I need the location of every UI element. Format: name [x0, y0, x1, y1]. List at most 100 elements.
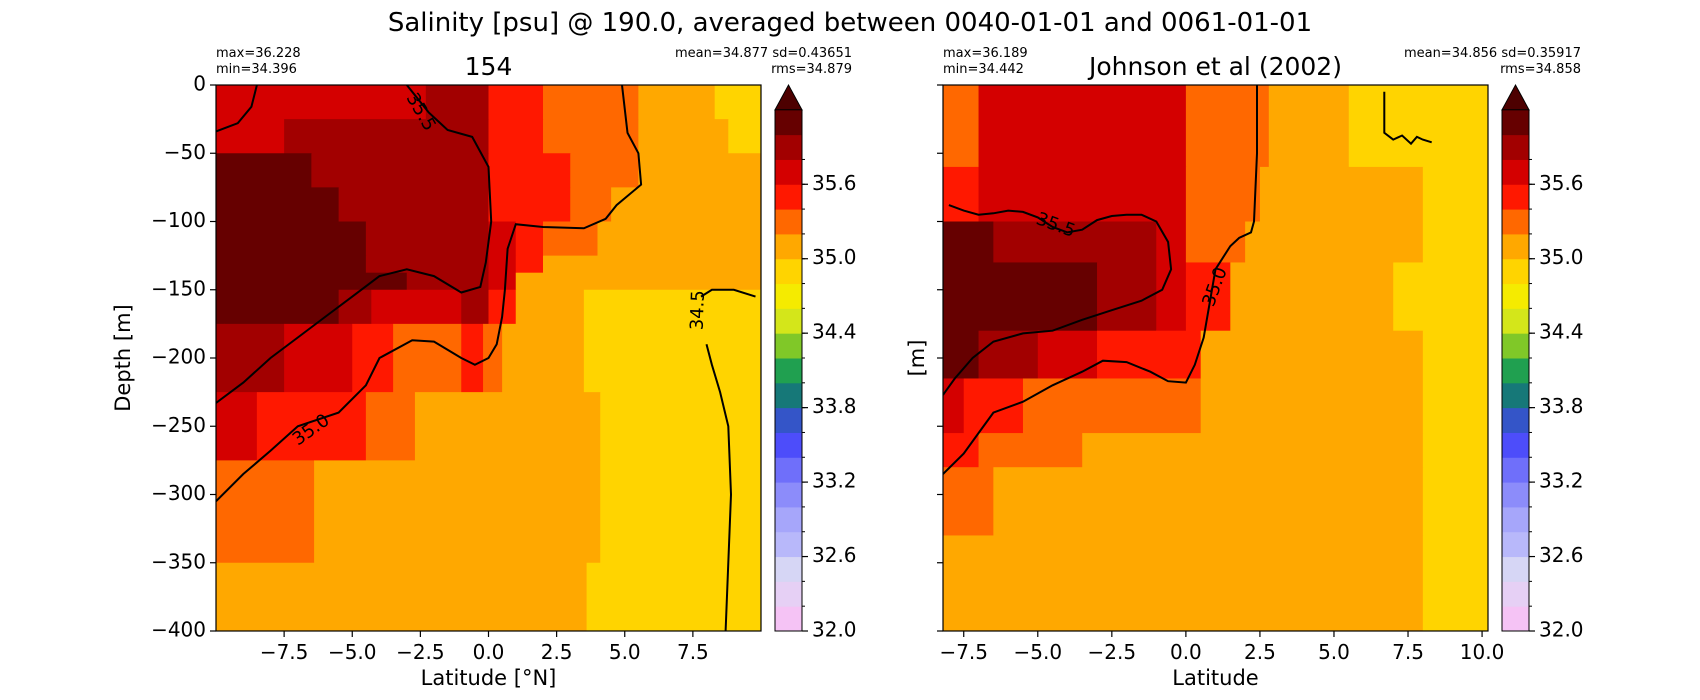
colorbar-frame	[774, 109, 803, 632]
heatmap-cell	[425, 85, 490, 120]
heatmap-cell	[1422, 262, 1488, 332]
heatmap-cell	[943, 85, 980, 168]
x-tick-label: 0.0	[1170, 640, 1202, 664]
heatmap-cell	[1156, 262, 1187, 332]
y-axis-label: [m]	[905, 340, 929, 377]
colorbar-swatch	[1502, 531, 1529, 558]
panel-1-stats-left: max=36.228 min=34.396	[216, 46, 301, 78]
colorbar-tick-label: 33.2	[1539, 469, 1584, 493]
heatmap-cell	[365, 255, 490, 274]
colorbar-swatch	[775, 159, 802, 185]
heatmap-cell	[1097, 330, 1157, 380]
heatmap-cell	[216, 272, 299, 291]
colorbar-tick-label: 32.6	[1539, 543, 1584, 567]
x-tick-label: 5.0	[1318, 640, 1350, 664]
x-axis-label: Latitude [°N]	[421, 666, 557, 690]
contour-line	[216, 85, 643, 503]
x-tick-label: 10.0	[1460, 640, 1505, 664]
colorbar-swatch	[1502, 184, 1529, 210]
x-tick-label: −5.0	[1013, 640, 1062, 664]
heatmap-cell	[1185, 262, 1231, 332]
heatmap-cell	[1022, 166, 1113, 223]
colorbar-swatch	[1502, 432, 1529, 458]
heatmap-cell	[270, 187, 340, 223]
colorbar-swatch	[775, 457, 802, 483]
colorbar-1: 32.0 32.6 33.2 33.8 34.4 35.0 35.6	[774, 83, 857, 642]
x-tick-label: 7.5	[677, 640, 709, 664]
panel-2-stats-left: max=36.189 min=34.442	[943, 46, 1028, 78]
heatmap-cell	[216, 221, 299, 257]
x-tick-label: −5.0	[328, 640, 377, 664]
heatmap-cell	[1422, 330, 1488, 380]
heatmap-cell	[1185, 221, 1246, 264]
colorbar-swatch	[775, 109, 802, 136]
colorbar-swatch	[775, 233, 802, 260]
x-tick-label: −7.5	[939, 640, 988, 664]
heatmap-cell	[583, 323, 761, 393]
x-tick-label: −7.5	[260, 640, 309, 664]
heatmap-cell	[611, 187, 761, 223]
heatmap-cell	[1422, 166, 1488, 223]
colorbar-swatch	[775, 283, 802, 309]
colorbar-swatch	[1502, 109, 1529, 136]
heatmap-cell	[1393, 221, 1424, 264]
colorbar-swatch	[1502, 333, 1529, 359]
colorbar-tick-label: 32.0	[1539, 618, 1584, 642]
heatmap-cell	[638, 153, 761, 188]
x-tick-label: −2.5	[1088, 640, 1137, 664]
heatmap-cell	[978, 330, 1039, 380]
heatmap-cell	[638, 119, 729, 154]
heatmap-cell	[488, 221, 517, 257]
heatmap-cell	[597, 221, 761, 257]
heatmap-cell	[216, 323, 225, 393]
colorbar-swatch	[775, 556, 802, 582]
x-tick-label: 0.0	[473, 640, 505, 664]
heatmap-cell	[297, 272, 340, 291]
colorbar-tick-label: 32.6	[812, 543, 857, 567]
panel-1-plot-area: 35.535.034.5	[216, 85, 761, 631]
heatmap-cell	[488, 85, 544, 120]
colorbar-swatch	[1502, 358, 1529, 384]
heatmap-cell	[216, 153, 312, 188]
panel-1-rms-text: rms=34.879	[771, 62, 852, 77]
colorbar-swatch	[1502, 308, 1529, 334]
heatmap-cell	[515, 272, 761, 291]
y-tick-label: −400	[151, 618, 206, 642]
heatmap-cell	[570, 187, 612, 223]
heatmap-cell	[488, 255, 517, 274]
panel-1-title: 154	[465, 52, 513, 81]
heatmap-cell	[1245, 221, 1394, 264]
colorbar-tick-label: 34.4	[1539, 320, 1584, 344]
colorbar-swatch	[1502, 209, 1529, 235]
heatmap-cell	[1156, 330, 1202, 380]
panel-2-title: Johnson et al (2002)	[1087, 52, 1342, 81]
heatmap-cell	[1393, 262, 1424, 332]
heatmap-cell	[311, 153, 427, 188]
colorbar-tick-label: 35.6	[1539, 171, 1584, 195]
heatmap-cell	[1185, 166, 1261, 223]
panel-1-stats-right: mean=34.877 sd=0.43651 rms=34.879	[600, 46, 852, 78]
contour-line	[216, 85, 493, 404]
colorbar-tick-label: 33.2	[812, 469, 857, 493]
heatmap-cell	[1022, 378, 1202, 434]
heatmap-cell	[1230, 262, 1305, 332]
colorbar-swatch	[1502, 606, 1529, 632]
colorbar-swatch	[775, 482, 802, 508]
colorbar-swatch	[1502, 407, 1529, 433]
heatmap-cell	[338, 187, 490, 223]
heatmap-cell	[365, 392, 416, 461]
heatmap-cell	[319, 323, 353, 393]
colorbar-swatch	[775, 382, 802, 409]
panel-2-max-text: max=36.189	[943, 46, 1028, 61]
heatmap-cell	[216, 187, 272, 223]
heatmap-cell	[414, 392, 601, 461]
contour-line	[705, 344, 733, 631]
contour-line	[1383, 91, 1432, 146]
colorbar-swatch	[1502, 258, 1529, 285]
x-axis-label: Latitude	[1172, 666, 1258, 690]
heatmap-cell	[365, 221, 490, 257]
colorbar-swatch	[1502, 482, 1529, 508]
contour-line	[943, 204, 1173, 396]
heatmap-cell	[1200, 378, 1424, 434]
